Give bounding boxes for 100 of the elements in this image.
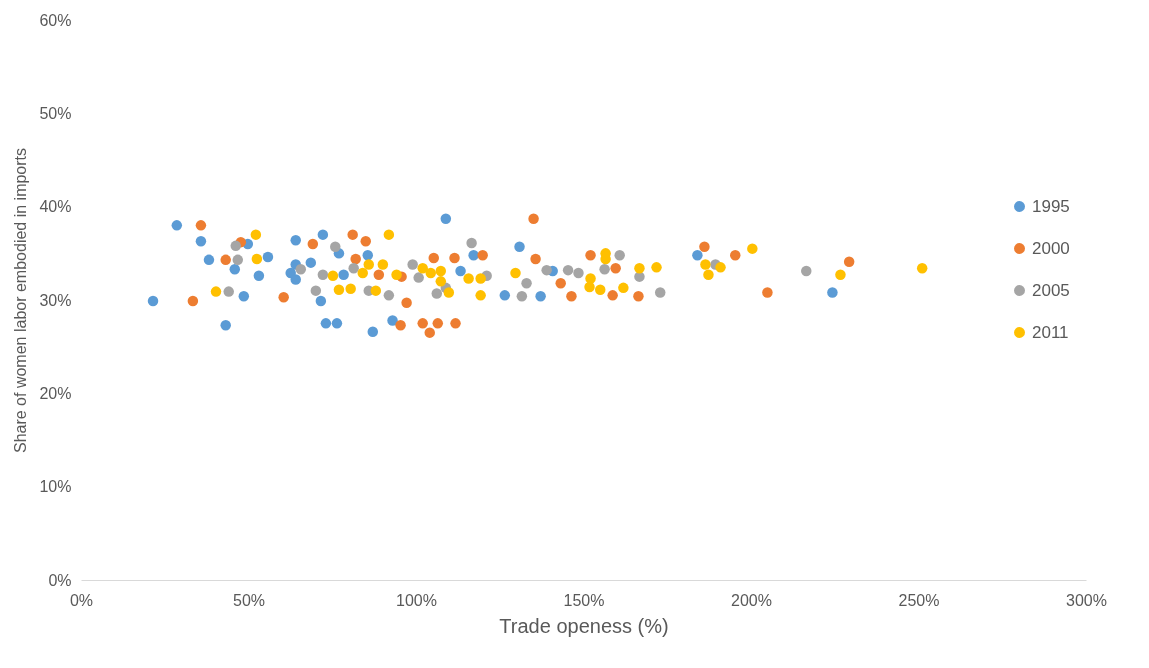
point [703, 269, 714, 281]
y-tick-label: 40% [39, 198, 72, 216]
point [475, 273, 486, 284]
point [455, 265, 466, 277]
point [477, 249, 488, 261]
point [250, 229, 262, 240]
point [463, 273, 474, 284]
point [417, 318, 428, 329]
point [317, 269, 329, 281]
point [395, 319, 406, 331]
point [350, 253, 361, 265]
point [357, 267, 368, 279]
x-tick-label: 100% [396, 591, 437, 609]
point [377, 259, 389, 270]
point [614, 249, 625, 261]
point [530, 253, 541, 265]
point [295, 263, 306, 275]
point [383, 229, 395, 240]
point [424, 327, 435, 338]
point [425, 267, 436, 279]
point [450, 318, 461, 329]
point [618, 282, 629, 294]
point [585, 249, 596, 261]
point [610, 263, 621, 274]
y-axis-title: Share of women labor embodied in imports [12, 147, 30, 454]
legend-label: 2000 [1032, 238, 1070, 258]
legend-label: 2005 [1032, 280, 1070, 300]
point [843, 256, 855, 267]
point [634, 271, 645, 282]
point [573, 267, 584, 279]
x-tick-label: 0% [69, 591, 94, 609]
point [633, 291, 644, 302]
y-tick-label: 0% [48, 571, 72, 589]
point [607, 290, 618, 301]
point [407, 259, 418, 270]
point [223, 286, 234, 297]
point [475, 290, 486, 301]
point [516, 291, 528, 302]
point [210, 286, 222, 297]
x-tick-label: 250% [898, 591, 940, 609]
point [230, 240, 242, 252]
point [528, 213, 539, 225]
point [317, 229, 329, 240]
point [440, 213, 452, 225]
point [428, 252, 439, 264]
point [585, 273, 596, 284]
point [330, 241, 341, 253]
point [310, 285, 322, 296]
point [290, 274, 301, 285]
point [599, 263, 610, 275]
legend-label: 1995 [1032, 196, 1070, 216]
point [715, 262, 726, 273]
point [566, 291, 577, 302]
point [187, 295, 199, 307]
point [510, 267, 521, 279]
point [413, 272, 424, 283]
point [363, 259, 375, 270]
point [347, 229, 358, 240]
point [171, 220, 183, 231]
point [345, 283, 356, 295]
point [700, 259, 711, 270]
point [468, 249, 479, 261]
point [634, 263, 645, 274]
point [562, 264, 574, 276]
point [253, 270, 265, 281]
y-tick-label: 20% [39, 384, 72, 402]
point [541, 264, 552, 276]
point [262, 251, 274, 263]
point [535, 291, 546, 302]
point [391, 269, 402, 281]
point [383, 290, 395, 301]
point [315, 295, 327, 307]
point [432, 318, 444, 329]
point [435, 276, 447, 287]
point [147, 295, 159, 307]
point [692, 249, 703, 261]
point [514, 241, 525, 253]
point [651, 262, 662, 273]
point [229, 263, 241, 275]
point [195, 235, 207, 247]
point [203, 254, 215, 266]
point [466, 237, 477, 249]
point [435, 265, 447, 277]
point [747, 243, 758, 254]
y-tick-label: 10% [39, 478, 72, 496]
point [251, 253, 263, 265]
point [730, 249, 741, 261]
x-tick-label: 200% [731, 591, 772, 609]
legend-label: 2011 [1032, 322, 1069, 342]
point [195, 220, 207, 231]
point [333, 284, 345, 295]
point [305, 257, 317, 268]
point [595, 284, 606, 295]
point [373, 269, 385, 281]
point [360, 235, 371, 247]
x-tick-label: 300% [1066, 591, 1107, 609]
point [238, 291, 250, 302]
y-tick-label: 30% [39, 291, 72, 309]
point [555, 277, 566, 289]
y-tick-label: 50% [39, 104, 72, 122]
